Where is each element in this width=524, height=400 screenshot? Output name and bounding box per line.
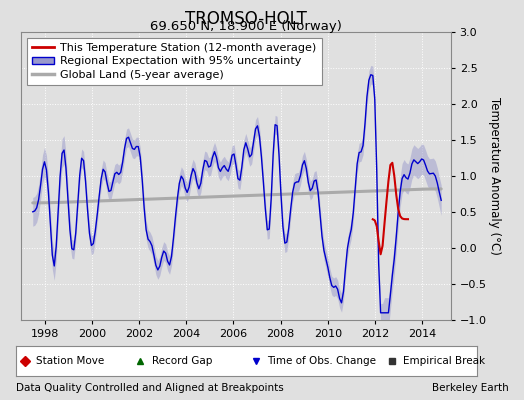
Text: Data Quality Controlled and Aligned at Breakpoints: Data Quality Controlled and Aligned at B…: [16, 383, 283, 393]
Y-axis label: Temperature Anomaly (°C): Temperature Anomaly (°C): [487, 97, 500, 255]
Legend: This Temperature Station (12-month average), Regional Expectation with 95% uncer: This Temperature Station (12-month avera…: [27, 38, 322, 85]
Text: Record Gap: Record Gap: [152, 356, 212, 366]
Text: Berkeley Earth: Berkeley Earth: [432, 383, 508, 393]
Text: Empirical Break: Empirical Break: [403, 356, 485, 366]
Text: Station Move: Station Move: [37, 356, 105, 366]
Text: 69.650 N, 18.900 E (Norway): 69.650 N, 18.900 E (Norway): [150, 20, 342, 33]
Text: Time of Obs. Change: Time of Obs. Change: [267, 356, 376, 366]
Text: TROMSO-HOLT: TROMSO-HOLT: [185, 10, 307, 28]
